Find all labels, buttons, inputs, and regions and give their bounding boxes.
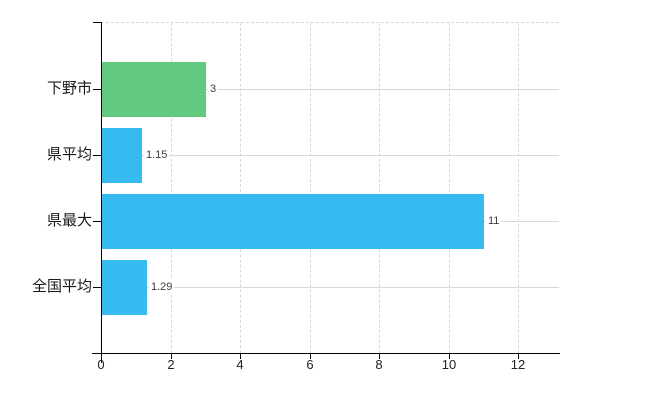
category-label: 県最大 (46, 212, 92, 229)
x-axis-tick (240, 354, 241, 359)
x-gridline (518, 23, 519, 353)
plot-top-border (101, 22, 559, 23)
y-axis-line (101, 22, 102, 363)
bar (102, 260, 147, 315)
x-tick-label: 10 (441, 357, 457, 372)
category-label: 全国平均 (31, 278, 92, 295)
x-tick-label: 6 (306, 357, 314, 372)
bar (102, 194, 484, 249)
x-axis-tick (518, 354, 519, 359)
x-axis-tick (171, 354, 172, 359)
category-label: 下野市 (46, 80, 92, 97)
x-tick-label: 8 (375, 357, 383, 372)
bar-value-label: 1.15 (144, 148, 170, 162)
x-gridline (171, 23, 172, 353)
category-tick (93, 89, 101, 90)
bar-value-label: 1.29 (149, 280, 175, 294)
x-tick-label: 2 (167, 357, 175, 372)
category-tick (93, 155, 101, 156)
bar (102, 128, 142, 183)
x-axis-tick (310, 354, 311, 359)
row-gridline (101, 287, 559, 288)
bar (102, 62, 206, 117)
bar-value-label: 11 (486, 214, 502, 228)
y-axis-top-cap (93, 22, 101, 23)
category-tick (93, 221, 101, 222)
x-gridline (240, 23, 241, 353)
x-gridline (449, 23, 450, 353)
x-tick-label: 4 (236, 357, 244, 372)
x-tick-label: 12 (510, 357, 526, 372)
x-tick-label: 0 (97, 357, 105, 372)
row-gridline (101, 155, 559, 156)
x-axis-line (92, 353, 560, 354)
row-gridline (101, 89, 559, 90)
bar-value-label: 3 (208, 82, 219, 96)
category-tick (93, 287, 101, 288)
x-gridline (310, 23, 311, 353)
category-label: 県平均 (46, 146, 92, 163)
x-axis-tick (449, 354, 450, 359)
x-gridline (379, 23, 380, 353)
x-axis-tick (379, 354, 380, 359)
